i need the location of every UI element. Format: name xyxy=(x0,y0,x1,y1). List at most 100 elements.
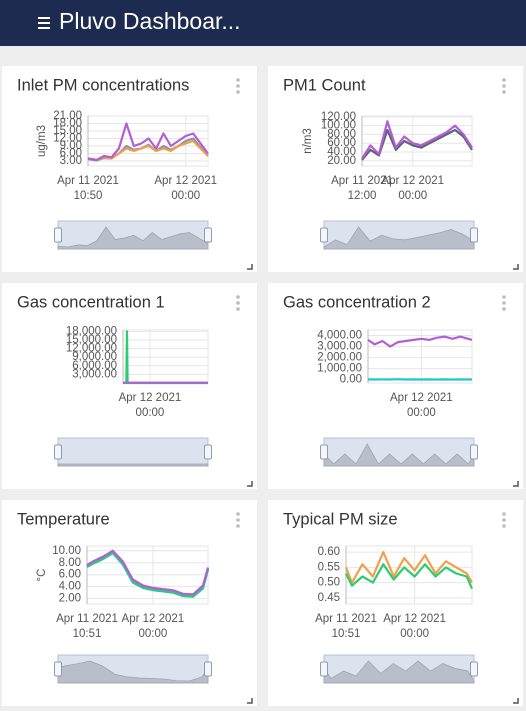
x-tick-label: 00:00 xyxy=(398,190,427,202)
y-tick-label: 9.00 xyxy=(60,140,82,152)
series-line xyxy=(367,335,473,348)
series-line xyxy=(87,122,209,161)
x-tick-label: 10:50 xyxy=(74,190,103,202)
card-title: Gas concentration 2 xyxy=(283,293,431,311)
y-tick-label: 4.00 xyxy=(59,581,81,593)
x-tick-label: Apr 11 2021 xyxy=(57,175,119,187)
resize-corner[interactable] xyxy=(247,698,253,704)
y-tick-label: 0.45 xyxy=(318,592,340,604)
resize-corner[interactable] xyxy=(247,264,253,270)
range-handle[interactable] xyxy=(54,444,62,460)
menu-dot[interactable] xyxy=(502,518,506,522)
range-handle[interactable] xyxy=(204,444,212,460)
menu-dot[interactable] xyxy=(236,295,240,299)
menu-dot[interactable] xyxy=(502,301,506,305)
y-tick-label: 3,000.00 xyxy=(72,368,117,380)
y-tick-label: 2.00 xyxy=(59,593,81,605)
menu-dot[interactable] xyxy=(236,524,240,528)
y-tick-label: 80.00 xyxy=(327,128,356,140)
overview-area xyxy=(57,463,209,467)
overview-area xyxy=(323,226,475,250)
range-handle[interactable] xyxy=(204,661,212,677)
x-tick-label: Apr 12 2021 xyxy=(122,613,185,625)
y-tick-label: 15,000.00 xyxy=(66,334,117,346)
y-tick-label: 40.00 xyxy=(327,146,356,158)
menu-dot[interactable] xyxy=(236,307,240,311)
y-tick-label: 12,000.00 xyxy=(66,343,117,355)
y-tick-label: 100.00 xyxy=(321,120,356,132)
menu-line xyxy=(38,27,50,29)
menu-dot[interactable] xyxy=(236,84,240,88)
y-axis-label: °C xyxy=(36,569,48,582)
x-tick-label: 00:00 xyxy=(171,190,200,202)
y-tick-label: 0.60 xyxy=(318,546,340,558)
range-handle[interactable] xyxy=(320,444,328,460)
menu-dot[interactable] xyxy=(502,84,506,88)
y-tick-label: 10.00 xyxy=(52,545,81,557)
series-line xyxy=(87,139,209,161)
range-handle[interactable] xyxy=(204,227,212,243)
range-handle[interactable] xyxy=(470,444,478,460)
menu-dot[interactable] xyxy=(502,78,506,82)
card-title: Temperature xyxy=(17,510,110,528)
y-tick-label: 2,000.00 xyxy=(317,352,362,364)
x-tick-label: 00:00 xyxy=(400,628,429,640)
y-tick-label: 3.00 xyxy=(60,155,82,167)
series-line xyxy=(86,549,210,596)
y-tick-label: 3,000.00 xyxy=(317,341,362,353)
menu-dot[interactable] xyxy=(236,78,240,82)
x-tick-label: 00:00 xyxy=(138,628,167,640)
range-handle[interactable] xyxy=(470,227,478,243)
y-tick-label: 18.00 xyxy=(53,118,82,130)
x-tick-label: Apr 12 2021 xyxy=(119,392,182,404)
y-tick-label: 18,000.00 xyxy=(66,325,117,337)
menu-dot[interactable] xyxy=(502,512,506,516)
x-tick-label: Apr 12 2021 xyxy=(390,392,453,404)
range-selector[interactable] xyxy=(57,437,209,467)
resize-corner[interactable] xyxy=(513,698,519,704)
menu-icon[interactable] xyxy=(38,17,50,29)
menu-line xyxy=(38,17,50,19)
series-line xyxy=(345,563,474,590)
range-handle[interactable] xyxy=(320,227,328,243)
y-tick-label: 6.00 xyxy=(60,148,82,160)
menu-dot[interactable] xyxy=(502,307,506,311)
resize-corner[interactable] xyxy=(513,264,519,270)
y-axis-label: n/m3 xyxy=(302,128,314,154)
y-tick-label: 20.00 xyxy=(327,155,356,167)
resize-corner[interactable] xyxy=(513,481,519,487)
range-handle[interactable] xyxy=(470,661,478,677)
range-handle[interactable] xyxy=(54,227,62,243)
overview-area xyxy=(57,226,209,250)
menu-dot[interactable] xyxy=(502,524,506,528)
y-tick-label: 1,000.00 xyxy=(317,363,362,375)
menu-dot[interactable] xyxy=(236,512,240,516)
y-tick-label: 8.00 xyxy=(59,557,81,569)
y-tick-label: 120.00 xyxy=(321,111,356,123)
x-tick-label: 10:51 xyxy=(73,628,102,640)
y-tick-label: 0.00 xyxy=(340,374,362,386)
x-tick-label: 12:00 xyxy=(348,190,377,202)
menu-dot[interactable] xyxy=(236,518,240,522)
y-tick-label: 60.00 xyxy=(327,137,356,149)
menu-dot[interactable] xyxy=(502,90,506,94)
header-title: Pluvo Dashboar... xyxy=(59,8,241,34)
overview-area xyxy=(323,660,475,684)
overview-area xyxy=(323,443,475,467)
card-title: Inlet PM concentrations xyxy=(17,76,189,94)
series-line xyxy=(361,120,473,160)
range-handle[interactable] xyxy=(54,661,62,677)
range-handle[interactable] xyxy=(320,661,328,677)
y-tick-label: 12.00 xyxy=(53,133,82,145)
y-tick-label: 15.00 xyxy=(53,125,82,137)
x-tick-label: Apr 11 2021 xyxy=(315,613,377,625)
x-tick-label: Apr 12 2021 xyxy=(381,175,444,187)
y-tick-label: 4,000.00 xyxy=(317,330,362,342)
header-bar xyxy=(0,0,526,46)
x-tick-label: Apr 11 2021 xyxy=(331,175,393,187)
resize-corner[interactable] xyxy=(247,481,253,487)
menu-dot[interactable] xyxy=(236,301,240,305)
menu-dot[interactable] xyxy=(236,90,240,94)
y-tick-label: 0.55 xyxy=(318,561,340,573)
menu-dot[interactable] xyxy=(502,295,506,299)
